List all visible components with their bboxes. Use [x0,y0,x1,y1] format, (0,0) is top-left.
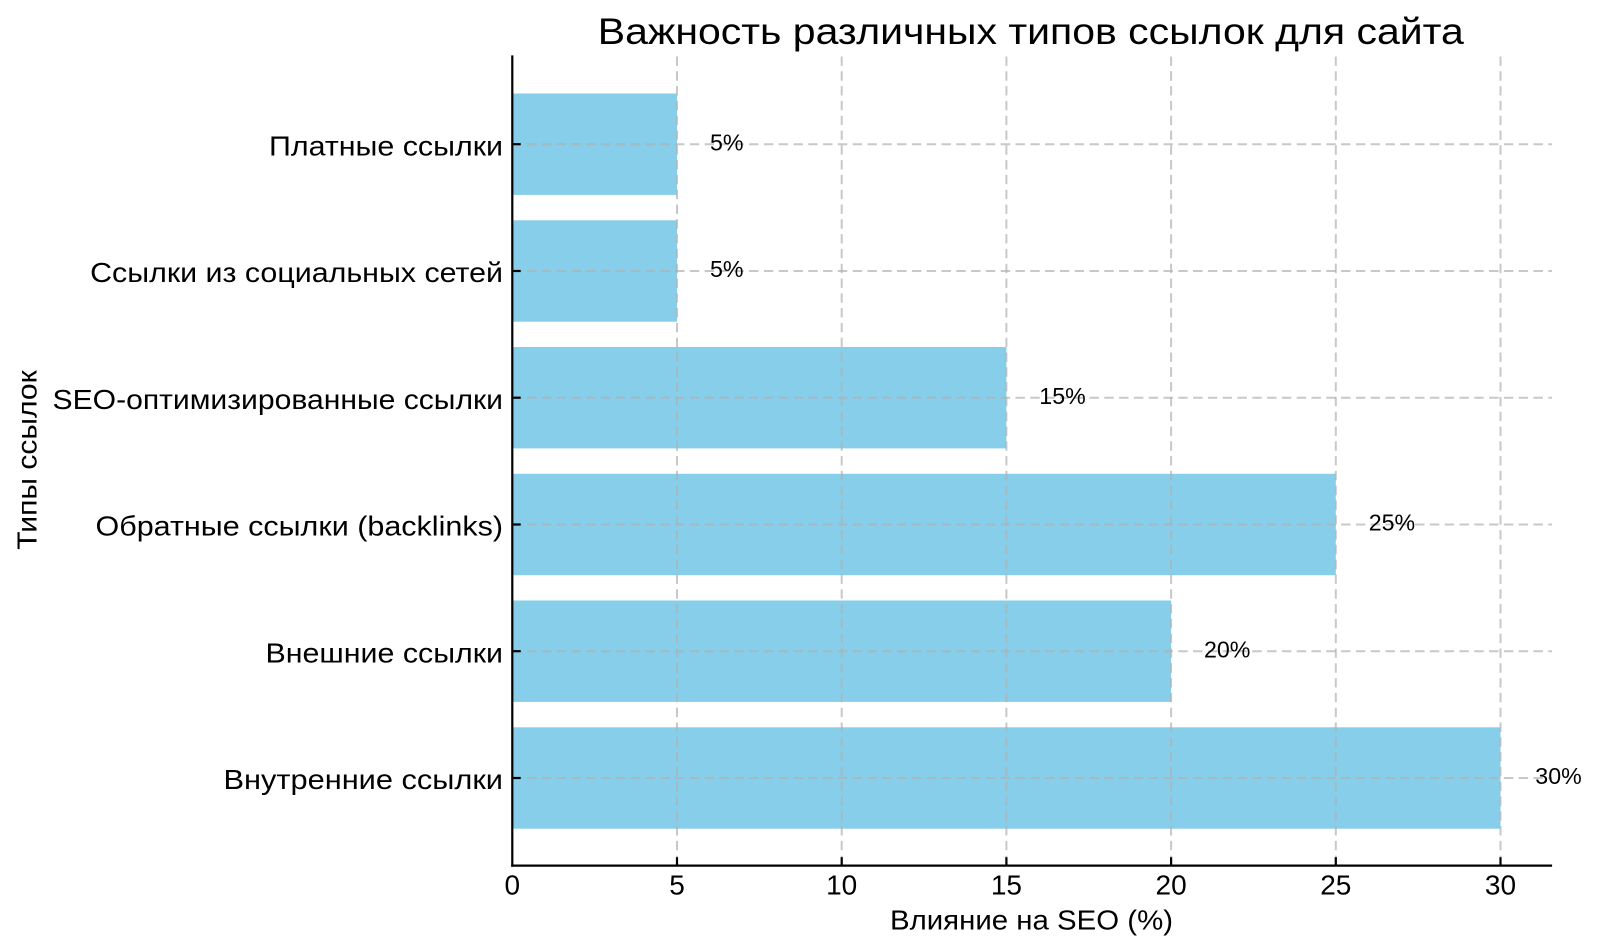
svg-text:15: 15 [991,870,1022,901]
svg-text:25%: 25% [1369,510,1415,536]
svg-text:0: 0 [505,870,521,901]
svg-text:15%: 15% [1039,383,1085,409]
svg-text:Важность различных типов ссыло: Важность различных типов ссылок для сайт… [598,11,1464,52]
svg-text:Обратные ссылки (backlinks): Обратные ссылки (backlinks) [96,511,504,542]
svg-text:Типы ссылок: Типы ссылок [12,369,43,549]
svg-text:SEO-оптимизированные ссылки: SEO-оптимизированные ссылки [53,384,504,415]
svg-text:5: 5 [669,870,685,901]
svg-text:20%: 20% [1204,636,1250,662]
svg-text:Ссылки из социальных сетей: Ссылки из социальных сетей [90,257,503,288]
svg-text:5%: 5% [710,129,744,155]
svg-text:5%: 5% [710,256,744,282]
svg-text:Платные ссылки: Платные ссылки [269,130,503,161]
svg-text:30%: 30% [1535,763,1581,789]
svg-text:25: 25 [1320,870,1351,901]
svg-text:Влияние на SEO (%): Влияние на SEO (%) [890,904,1173,935]
svg-text:Внешние ссылки: Внешние ссылки [266,637,504,668]
svg-text:Внутренние ссылки: Внутренние ссылки [224,764,504,795]
svg-text:30: 30 [1485,870,1516,901]
svg-text:10: 10 [826,870,857,901]
svg-text:20: 20 [1156,870,1187,901]
